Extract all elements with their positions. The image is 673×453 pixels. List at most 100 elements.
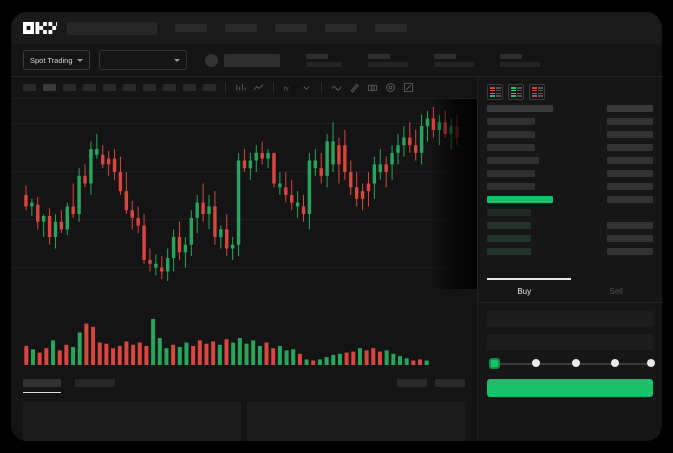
orderbook-price-bar [487,131,536,138]
bars [531,87,537,97]
tab-sell[interactable]: Sell [609,286,623,296]
orderbook-row[interactable] [487,117,653,126]
stat-volume [499,53,540,67]
active-tab-indicator [487,278,572,280]
orderbook-price-bar [487,144,536,151]
gridline [11,123,478,124]
submit-buy-button[interactable] [487,379,653,397]
indicators-icon[interactable]: fx [283,82,294,93]
orderbook-mode-both-icon[interactable] [487,84,504,100]
timeframe-button[interactable] [183,84,196,91]
gridline [11,267,478,268]
tab-order-history[interactable] [75,379,115,387]
settings-icon[interactable] [385,82,396,93]
slider-stop[interactable] [647,359,655,367]
trading-mode-select[interactable]: Spot Trading [23,50,90,70]
chevron-down-icon [76,58,83,62]
app-screen: Spot Trading [11,12,662,441]
orderbook-price-bar [487,183,536,190]
stat-label [367,53,390,59]
orders-action-button[interactable] [435,379,466,387]
orderbook-amount-bar [607,196,653,203]
orderbook-amount-bar [607,157,653,164]
orderbook-rows[interactable] [478,104,662,256]
chart-toolbar: fx [11,77,478,99]
orderbook-row[interactable] [487,143,653,152]
timeframe-button[interactable] [63,84,76,91]
stat-value [433,61,474,67]
orderbook-row[interactable] [487,208,653,217]
chevron-down-icon[interactable] [301,82,312,93]
orderbook-amount-bar [607,235,653,242]
orderbook-mode-bids-icon[interactable] [508,84,525,100]
orderbook-row[interactable] [487,169,653,178]
orderbook-price-bar [487,209,532,216]
orders-panel[interactable] [23,402,242,441]
stat-value [499,61,540,67]
orderbook-row[interactable] [487,182,653,191]
stat-label [305,53,328,59]
orderbook-row[interactable] [487,247,653,256]
orders-action-button[interactable] [397,379,428,387]
header-nav [175,24,407,32]
search-input[interactable] [67,21,157,35]
orderbook-row[interactable] [487,104,653,113]
bars [537,87,543,97]
orderbook-row[interactable] [487,195,653,204]
slider-stop[interactable] [611,359,620,367]
orderbook-row[interactable] [487,221,653,230]
timeframe-button[interactable] [203,84,216,91]
candlestick-chart-icon[interactable] [235,82,246,93]
amount-slider[interactable] [489,358,655,369]
orderbook-amount-bar [607,248,653,255]
nav-trade[interactable] [275,24,307,32]
timeframe-button[interactable] [103,84,116,91]
pencil-icon[interactable] [349,82,360,93]
buy-sell-tabs: Buy Sell [478,280,662,303]
timeframe-button-active[interactable] [43,84,56,91]
slider-handle[interactable] [489,358,501,369]
orderbook-price-bar [487,235,532,242]
timeframe-button[interactable] [23,84,36,91]
orderbook-amount-bar [607,170,653,177]
tab-open-orders[interactable] [23,379,61,393]
orderbook-row[interactable] [487,130,653,139]
timeframe-button[interactable] [83,84,96,91]
nav-markets[interactable] [225,24,257,32]
orderbook-amount-bar [607,183,653,190]
nav-more[interactable] [375,24,407,32]
orderbook-row[interactable] [487,234,653,243]
slider-stop[interactable] [532,359,541,367]
slider-stop[interactable] [571,359,580,367]
timeframe-button[interactable] [123,84,136,91]
tab-buy[interactable]: Buy [517,286,532,296]
candlestick-chart[interactable] [11,99,478,289]
amount-field[interactable] [487,334,653,350]
last-price [223,53,280,67]
svg-text:fx: fx [284,85,290,92]
line-chart-icon[interactable] [253,82,264,93]
chart-pane: fx [11,77,478,441]
okx-logo-icon [23,22,57,34]
timeframe-button[interactable] [163,84,176,91]
timeframe-button[interactable] [143,84,156,91]
orderbook-amount-bar [607,118,653,125]
stat-label [433,53,456,59]
wave-chart-icon[interactable] [331,82,342,93]
orderbook-amount-bar [607,144,653,151]
camera-icon[interactable] [367,82,378,93]
fullscreen-icon[interactable] [403,82,414,93]
orders-panel[interactable] [247,402,466,441]
orderbook-mode-asks-icon[interactable] [529,84,546,100]
nav-derivatives[interactable] [325,24,357,32]
chevron-down-icon [173,58,180,62]
pair-select[interactable] [98,50,187,70]
orderbook-price-bar [487,118,536,125]
orderbook-row[interactable] [487,156,653,165]
price-field[interactable] [487,311,653,327]
orderbook-price-bar [487,170,536,177]
orderbook-price-bar [487,157,540,164]
okx-logo[interactable] [23,22,57,34]
nav-buy-crypto[interactable] [175,24,207,32]
trade-form [478,303,662,397]
